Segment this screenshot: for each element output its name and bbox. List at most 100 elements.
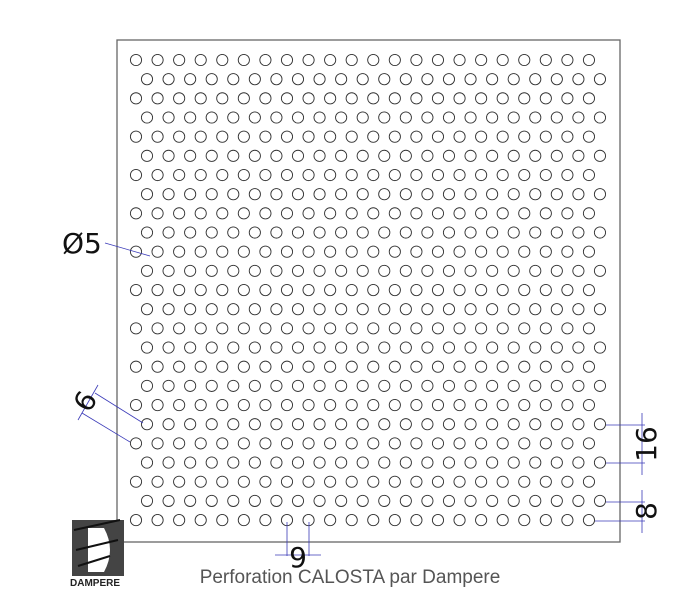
hole [410,399,423,412]
hole [270,341,283,354]
hole [335,341,348,354]
hole [507,494,520,507]
hole [453,437,466,450]
hole [237,475,250,488]
hole [227,494,240,507]
hole [367,514,380,527]
hole [550,111,563,124]
hole [291,379,305,392]
hole [280,53,294,67]
hole [572,379,585,392]
hole [486,111,499,124]
hole [345,53,358,67]
hole [475,322,488,335]
hole [431,53,445,67]
hole [593,456,607,469]
hole [151,130,164,143]
hole [442,456,456,469]
hole [421,149,434,162]
diameter-leader [104,242,151,257]
hole [593,264,607,277]
hole [507,149,520,162]
hole [496,92,509,105]
hole [367,168,380,182]
hole [302,360,315,373]
hole [216,322,229,335]
hole [367,92,380,105]
hole [205,226,218,239]
hole [507,226,520,239]
hole [388,245,401,258]
hole [313,418,326,431]
hole [431,322,445,335]
hole [496,207,509,220]
hole [572,149,585,162]
hole [367,322,380,335]
hole [421,226,434,239]
hole [194,437,207,450]
hole [410,514,423,527]
hole [173,437,186,450]
hole [237,322,250,335]
hole [442,226,456,239]
hole [291,494,305,507]
hole [431,514,445,527]
hole [227,111,240,124]
hole [194,283,207,297]
hole [302,92,315,105]
hole [259,360,272,373]
hole [486,379,499,392]
hole [496,437,509,450]
row-offset-label: 8 [630,502,663,520]
hole [518,514,531,527]
hole [280,283,294,297]
hole [216,283,229,297]
hole [378,303,391,316]
hole [227,341,240,354]
hole [442,149,456,162]
hole [378,379,391,392]
hole [216,168,229,182]
hole [582,475,596,488]
hole [464,418,477,431]
hole [184,149,197,162]
hole [582,360,596,373]
hole [399,111,412,124]
hole [216,207,229,220]
hole [129,245,143,258]
hole [593,226,607,239]
hole [335,456,348,469]
hole [291,226,305,239]
hole [464,226,477,239]
hole [582,168,596,182]
hole [550,456,563,469]
hole [356,111,369,124]
hole [442,73,456,86]
hole [216,130,229,143]
hole [421,494,434,507]
hole [216,245,229,258]
hole [539,399,552,412]
hole [593,494,607,507]
hole [335,73,348,86]
hole [205,303,218,316]
hole [561,437,574,450]
hole [227,456,240,469]
hole [227,303,240,316]
hole [313,226,326,239]
hole [399,149,412,162]
hole [248,149,261,162]
hole [550,149,563,162]
hole [184,379,197,392]
hole [335,494,348,507]
hole [496,53,509,67]
hole [399,73,412,86]
hole [582,283,596,297]
hole [345,514,358,527]
hole [216,514,229,527]
hole [529,341,542,354]
hole [335,188,348,201]
hole [356,73,369,86]
